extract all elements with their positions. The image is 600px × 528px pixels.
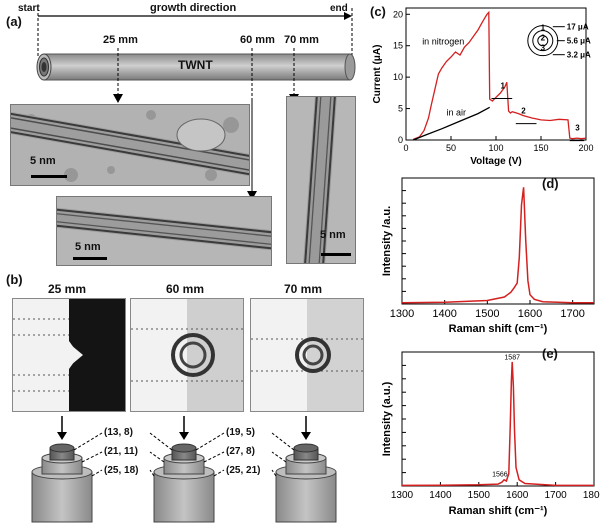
x-tick-label: 0 bbox=[403, 143, 408, 153]
inset-ring-label-2: 2 bbox=[541, 34, 546, 43]
series-line-0 bbox=[412, 10, 587, 141]
y-tick-label: 0 bbox=[398, 135, 403, 145]
step-label-2: 2 bbox=[521, 107, 526, 116]
chirality-right-outer: (25, 21) bbox=[226, 465, 261, 476]
twnt-label: TWNT bbox=[178, 58, 213, 72]
end-label: end bbox=[330, 3, 348, 14]
position-label-60mm: 60 mm bbox=[240, 34, 275, 46]
x-axis-label: Raman shift (cm⁻¹) bbox=[449, 323, 548, 335]
step-label-1: 1 bbox=[501, 81, 506, 90]
y-tick-label: 5 bbox=[398, 104, 403, 114]
x-axis-label: Raman shift (cm⁻¹) bbox=[449, 505, 548, 517]
inset-ring-label-1: 1 bbox=[541, 24, 546, 33]
diffraction-title-60mm: 60 mm bbox=[165, 282, 205, 296]
scale-bar-label-60mm: 5 nm bbox=[75, 241, 101, 253]
x-tick-label: 1300 bbox=[390, 308, 414, 320]
y-tick-label: 20 bbox=[393, 9, 403, 19]
y-tick-label: 10 bbox=[393, 72, 403, 82]
chart-raman-e: 1300 1400 1500 1600 1700 1800 Raman shift (cm⁻… bbox=[381, 351, 600, 517]
scale-bar-label-25mm: 5 nm bbox=[30, 155, 56, 167]
y-axis-label: Current (μA) bbox=[372, 45, 383, 104]
plot-frame bbox=[401, 177, 595, 305]
plot-frame bbox=[405, 7, 587, 141]
inset-ring-label-3: 3 bbox=[541, 44, 546, 53]
diffraction-title-70mm: 70 mm bbox=[283, 282, 323, 296]
series-line-0 bbox=[401, 361, 594, 487]
x-tick-label: 150 bbox=[533, 143, 548, 153]
x-tick-label: 1600 bbox=[506, 490, 529, 501]
panel-label-a: (a) bbox=[6, 14, 22, 29]
chirality-schematic bbox=[31, 416, 337, 523]
scale-bar-label-70mm: 5 nm bbox=[320, 229, 346, 241]
diffraction-title-25mm: 25 mm bbox=[47, 282, 87, 296]
step-label-3: 3 bbox=[575, 124, 580, 133]
growth-direction-label: growth direction bbox=[150, 2, 237, 14]
x-tick-label: 1500 bbox=[468, 490, 491, 501]
y-tick-label: 15 bbox=[393, 41, 403, 51]
x-tick-label: 1600 bbox=[518, 308, 542, 320]
x-tick-label: 1400 bbox=[429, 490, 452, 501]
growth-arrow-head bbox=[344, 12, 352, 20]
panel-label-b: (b) bbox=[6, 272, 23, 287]
chirality-left-outer: (25, 18) bbox=[104, 465, 139, 476]
start-label: start bbox=[18, 3, 40, 14]
y-axis-label: Intensity (a.u.) bbox=[381, 381, 393, 456]
panel-label-c: (c) bbox=[370, 4, 386, 19]
panel-label-d: (d) bbox=[542, 176, 559, 191]
panel-a-schematic bbox=[36, 8, 356, 98]
inset-current-1: 17 μA bbox=[567, 23, 589, 32]
chart-current-voltage: 0 50 100 150 200 0 5 10 15 20 Voltage (V) Current (… bbox=[372, 7, 594, 167]
x-tick-label: 100 bbox=[488, 143, 503, 153]
inset-current-2: 5.6 μA bbox=[567, 37, 591, 46]
panel-label-e: (e) bbox=[542, 346, 558, 361]
x-tick-label: 1400 bbox=[432, 308, 456, 320]
inset-current-3: 3.2 μA bbox=[567, 51, 591, 60]
x-tick-label: 1700 bbox=[560, 308, 584, 320]
annotation-in-air: in air bbox=[447, 107, 467, 117]
peak-label-1587: 1587 bbox=[504, 354, 520, 361]
chirality-right-middle: (27, 8) bbox=[226, 446, 255, 457]
inset-ring-2 bbox=[532, 30, 554, 52]
x-tick-label: 200 bbox=[578, 143, 593, 153]
series-line-0 bbox=[401, 187, 594, 304]
y-axis-label: Intensity /a.u. bbox=[381, 206, 393, 276]
diffraction-pattern-25mm bbox=[12, 298, 126, 412]
annotation-in-nitrogen: in nitrogen bbox=[422, 36, 464, 46]
twnt-tube bbox=[43, 53, 351, 81]
plot-frame bbox=[401, 351, 595, 487]
chirality-left-inner: (13, 8) bbox=[104, 427, 133, 438]
chirality-left-middle: (21, 11) bbox=[104, 446, 138, 457]
diffraction-pattern-70mm bbox=[250, 298, 364, 412]
x-tick-label: 50 bbox=[446, 143, 456, 153]
chart-raman-d: 1300 1400 1500 1600 1700 Raman shift (cm⁻¹) In… bbox=[381, 177, 595, 335]
x-tick-label: 1300 bbox=[391, 490, 414, 501]
tem-image-60mm bbox=[56, 196, 272, 266]
diffraction-pattern-60mm bbox=[130, 298, 244, 412]
tem-image-25mm bbox=[10, 104, 250, 186]
position-label-25mm: 25 mm bbox=[103, 34, 138, 46]
x-tick-label: 1800 bbox=[583, 490, 600, 501]
series-line-1 bbox=[412, 106, 491, 141]
inset-ring-3 bbox=[537, 35, 549, 47]
x-axis-label: Voltage (V) bbox=[470, 156, 521, 167]
tem-image-70mm bbox=[286, 96, 356, 264]
chirality-right-inner: (19, 5) bbox=[226, 427, 255, 438]
peak-label-1566: 1566 bbox=[492, 472, 508, 479]
x-tick-label: 1500 bbox=[475, 308, 499, 320]
x-tick-label: 1700 bbox=[544, 490, 567, 501]
position-label-70mm: 70 mm bbox=[284, 34, 319, 46]
